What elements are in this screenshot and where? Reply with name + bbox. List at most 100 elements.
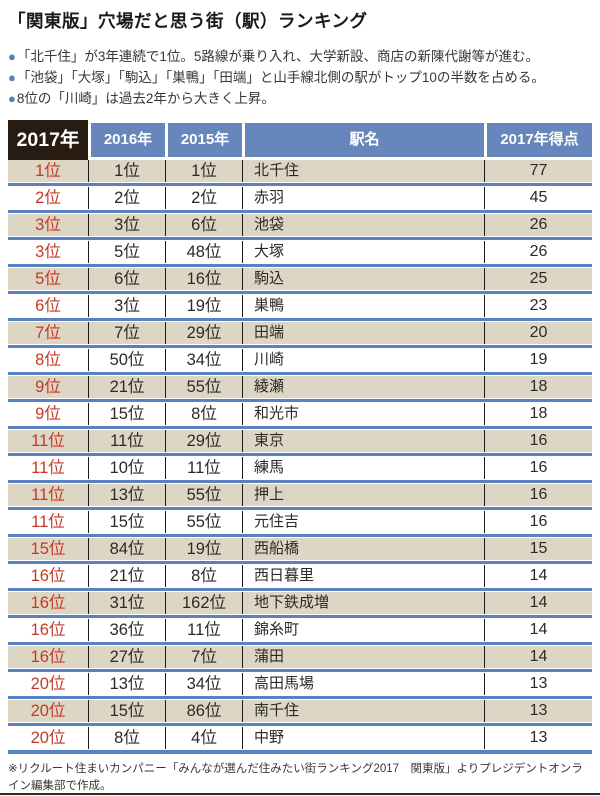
cell-score: 14	[484, 565, 592, 587]
row-separator	[8, 452, 592, 457]
row-separator	[8, 614, 592, 619]
cell-rank-2015: 162位	[165, 592, 242, 614]
cell-score: 77	[484, 160, 592, 182]
cell-rank-2017: 11位	[31, 486, 65, 504]
table-row: 9位 15位 8位 和光市 18	[8, 403, 592, 425]
cell-score: 19	[484, 349, 592, 371]
bullet-line: ●「池袋」「大塚」「駒込」「巣鴨」「田端」と山手線北側の駅がトップ10の半数を占…	[8, 67, 592, 88]
cell-rank-2015: 34位	[165, 349, 242, 371]
cell-rank-2016: 3位	[88, 295, 165, 317]
cell-rank-2016: 21位	[88, 376, 165, 398]
cell-rank-2015: 1位	[165, 160, 242, 182]
cell-rank-2015: 8位	[165, 565, 242, 587]
cell-rank-2016: 15位	[88, 511, 165, 533]
cell-station-name: 押上	[242, 484, 484, 506]
cell-score: 23	[484, 295, 592, 317]
cell-rank-2016: 8位	[88, 727, 165, 749]
bullet-icon: ●	[8, 91, 16, 106]
ranking-table: 2017年 2016年 2015年 駅名 2017年得点 1位 1位 1位 北千…	[8, 120, 592, 754]
row-separator	[8, 344, 592, 349]
cell-rank-2016: 6位	[88, 268, 165, 290]
table-row: 16位 31位 162位 地下鉄成増 14	[8, 592, 592, 614]
table-row: 20位 15位 86位 南千住 13	[8, 700, 592, 722]
cell-rank-2016: 10位	[88, 457, 165, 479]
table-row: 3位 5位 48位 大塚 26	[8, 241, 592, 263]
table-row: 2位 2位 2位 赤羽 45	[8, 187, 592, 209]
cell-score: 13	[484, 727, 592, 749]
cell-rank-2017: 3位	[35, 243, 61, 261]
cell-rank-2017: 20位	[30, 729, 66, 747]
cell-station-name: 蒲田	[242, 646, 484, 668]
row-separator	[8, 425, 592, 430]
cell-rank-2016: 31位	[88, 592, 165, 614]
table-header-row: 2017年 2016年 2015年 駅名 2017年得点	[8, 120, 592, 160]
cell-rank-2015: 48位	[165, 241, 242, 263]
cell-rank-2017: 2位	[35, 189, 61, 207]
table-row: 11位 11位 29位 東京 16	[8, 430, 592, 452]
cell-score: 13	[484, 673, 592, 695]
table-row: 3位 3位 6位 池袋 26	[8, 214, 592, 236]
summary-bullets: ● 「北千住」が3年連続で1位。5路線が乗り入れ、大学新設、商店の新陳代謝等が進む…	[8, 46, 592, 109]
bullet-text: 「北千住」が3年連続で1位。5路線が乗り入れ、大学新設、商店の新陳代謝等が進む。	[16, 49, 540, 64]
header-score-2017: 2017年得点	[487, 123, 592, 157]
cell-station-name: 中野	[242, 727, 484, 749]
cell-rank-2015: 55位	[165, 376, 242, 398]
cell-rank-2015: 11位	[165, 457, 242, 479]
cell-rank-2016: 21位	[88, 565, 165, 587]
cell-station-name: 北千住	[242, 160, 484, 182]
cell-rank-2016: 15位	[88, 700, 165, 722]
cell-rank-2017: 9位	[35, 405, 61, 423]
cell-rank-2017: 5位	[35, 270, 61, 288]
cell-rank-2016: 7位	[88, 322, 165, 344]
cell-station-name: 地下鉄成増	[242, 592, 484, 614]
cell-score: 16	[484, 430, 592, 452]
cell-rank-2016: 13位	[88, 673, 165, 695]
table-row: 7位 7位 29位 田端 20	[8, 322, 592, 344]
cell-rank-2016: 27位	[88, 646, 165, 668]
cell-rank-2017: 1位	[35, 162, 61, 180]
cell-score: 20	[484, 322, 592, 344]
table-row: 20位 8位 4位 中野 13	[8, 727, 592, 749]
table-row: 8位 50位 34位 川崎 19	[8, 349, 592, 371]
table-row: 11位 13位 55位 押上 16	[8, 484, 592, 506]
cell-station-name: 西船橋	[242, 538, 484, 560]
cell-rank-2016: 50位	[88, 349, 165, 371]
cell-rank-2016: 5位	[88, 241, 165, 263]
cell-station-name: 練馬	[242, 457, 484, 479]
row-separator	[8, 641, 592, 646]
cell-rank-2016: 3位	[88, 214, 165, 236]
bullet-line: ●8位の「川崎」は過去2年から大きく上昇。	[8, 88, 592, 109]
row-separator	[8, 263, 592, 268]
cell-station-name: 巣鴨	[242, 295, 484, 317]
table-row: 9位 21位 55位 綾瀬 18	[8, 376, 592, 398]
row-separator	[8, 695, 592, 700]
cell-station-name: 和光市	[242, 403, 484, 425]
row-separator	[8, 317, 592, 322]
cell-rank-2017: 11位	[31, 513, 65, 531]
bullet-line: ●「北千住」が3年連続で1位。5路線が乗り入れ、大学新設、商店の新陳代謝等が進む…	[8, 46, 592, 67]
row-separator	[8, 290, 592, 295]
cell-rank-2017: 11位	[31, 459, 65, 477]
figure-title: 「関東版」穴場だと思う街（駅）ランキング	[8, 11, 368, 31]
cell-rank-2016: 11位	[88, 430, 165, 452]
cell-rank-2016: 36位	[88, 619, 165, 641]
cell-rank-2017: 16位	[30, 621, 66, 639]
cell-rank-2015: 29位	[165, 322, 242, 344]
cell-score: 16	[484, 484, 592, 506]
table-body: 1位 1位 1位 北千住 77 2位 2位 2位 赤羽 45 3位 3位 6位 …	[8, 160, 592, 754]
cell-station-name: 西日暮里	[242, 565, 484, 587]
row-separator	[8, 371, 592, 376]
cell-rank-2016: 15位	[88, 403, 165, 425]
cell-station-name: 池袋	[242, 214, 484, 236]
cell-rank-2015: 55位	[165, 511, 242, 533]
row-separator	[8, 668, 592, 673]
cell-station-name: 高田馬場	[242, 673, 484, 695]
cell-score: 16	[484, 457, 592, 479]
cell-rank-2015: 19位	[165, 538, 242, 560]
cell-score: 14	[484, 619, 592, 641]
cell-rank-2017: 9位	[35, 378, 61, 396]
header-year-2015: 2015年	[168, 123, 242, 157]
cell-rank-2015: 7位	[165, 646, 242, 668]
cell-rank-2016: 1位	[88, 160, 165, 182]
